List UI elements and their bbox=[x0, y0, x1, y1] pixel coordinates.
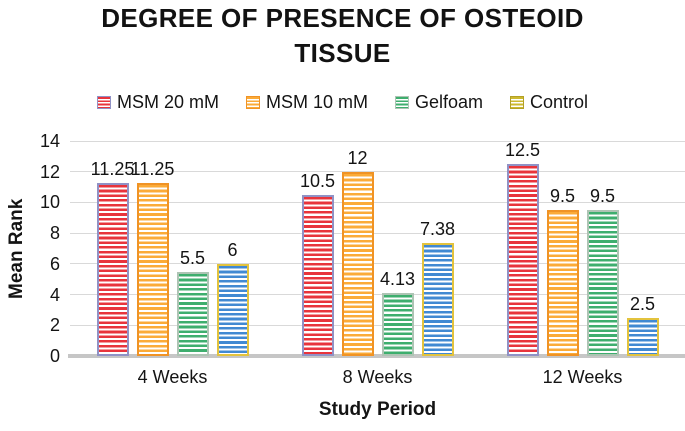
y-tick-label: 6 bbox=[49, 253, 60, 274]
legend-item-msm-20-mm: MSM 20 mM bbox=[96, 91, 219, 113]
legend-item-msm-10-mm: MSM 10 mM bbox=[245, 91, 368, 113]
bar-value-label: 10.5 bbox=[299, 170, 336, 191]
x-tick-label: 4 Weeks bbox=[137, 367, 208, 387]
bar-value-label: 11.25 bbox=[130, 159, 175, 180]
x-tick-label: 8 Weeks bbox=[342, 367, 413, 387]
bar-gelfoam-12-weeks bbox=[586, 210, 619, 356]
legend-item-control: Control bbox=[510, 92, 588, 113]
y-tick-label: 8 bbox=[49, 223, 60, 244]
bar-msm-10-mm-12-weeks bbox=[546, 210, 579, 356]
bar-value-label: 9.5 bbox=[589, 186, 616, 207]
plot-area: 11.25 11.25 5.5 6 10.5 12 4.13 7.38 12.5 9.5 9.5 2.… bbox=[68, 140, 685, 358]
gridline bbox=[70, 140, 685, 142]
bar-value-label: 9.5 bbox=[549, 186, 576, 207]
y-tick-label: 4 bbox=[49, 284, 60, 305]
bar-value-label: 6 bbox=[227, 239, 238, 260]
y-tick-label: 0 bbox=[49, 346, 60, 366]
gridline bbox=[70, 201, 685, 203]
bar-value-label: 2.5 bbox=[629, 293, 656, 314]
legend-label: Gelfoam bbox=[414, 91, 484, 112]
legend-swatch-icon bbox=[510, 95, 525, 109]
y-tick-label: 10 bbox=[39, 192, 60, 213]
bar-value-label: 7.38 bbox=[419, 218, 456, 239]
bar-msm-20-mm-8-weeks bbox=[301, 194, 334, 356]
x-axis-title: Study Period bbox=[318, 399, 437, 420]
legend-swatch-icon bbox=[96, 95, 111, 109]
legend: MSM 20 mM MSM 10 mM Gelfoam Control bbox=[0, 90, 685, 114]
y-tick-label: 14 bbox=[39, 131, 60, 151]
bar-gelfoam-8-weeks bbox=[381, 292, 414, 356]
legend-item-gelfoam: Gelfoam bbox=[394, 91, 484, 113]
bar-control-8-weeks bbox=[421, 242, 454, 356]
x-axis-line bbox=[68, 354, 685, 358]
chart-title: DEGREE OF PRESENCE OF OSTEOID TISSUE bbox=[0, 1, 685, 71]
bar-value-label: 12 bbox=[347, 147, 368, 168]
gridline bbox=[70, 263, 685, 265]
legend-swatch-icon bbox=[245, 95, 260, 109]
legend-label: MSM 20 mM bbox=[116, 91, 219, 112]
y-tick-label: 12 bbox=[39, 161, 60, 182]
bar-value-label: 5.5 bbox=[179, 247, 206, 268]
bar-msm-10-mm-8-weeks bbox=[341, 171, 374, 356]
x-tick-label: 12 Weeks bbox=[542, 367, 623, 387]
chart-title-text: DEGREE OF PRESENCE OF OSTEOID TISSUE bbox=[101, 3, 584, 68]
gridline bbox=[70, 324, 685, 326]
gridline bbox=[70, 171, 685, 173]
y-tick-label: 2 bbox=[49, 315, 60, 336]
bar-msm-20-mm-4-weeks bbox=[96, 183, 129, 356]
gridline bbox=[70, 232, 685, 234]
legend-swatch-icon bbox=[394, 95, 409, 109]
bar-control-12-weeks bbox=[626, 317, 659, 356]
bar-value-label: 4.13 bbox=[379, 268, 416, 289]
bar-control-4-weeks bbox=[216, 263, 249, 356]
bar-gelfoam-4-weeks bbox=[176, 271, 209, 356]
bar-msm-10-mm-4-weeks bbox=[136, 183, 169, 356]
legend-label: MSM 10 mM bbox=[265, 91, 368, 112]
gridline bbox=[70, 294, 685, 296]
legend-label: Control bbox=[530, 91, 589, 112]
bar-value-label: 11.25 bbox=[90, 159, 135, 180]
bar-value-label: 12.5 bbox=[504, 140, 541, 161]
bar-msm-20-mm-12-weeks bbox=[506, 164, 539, 356]
